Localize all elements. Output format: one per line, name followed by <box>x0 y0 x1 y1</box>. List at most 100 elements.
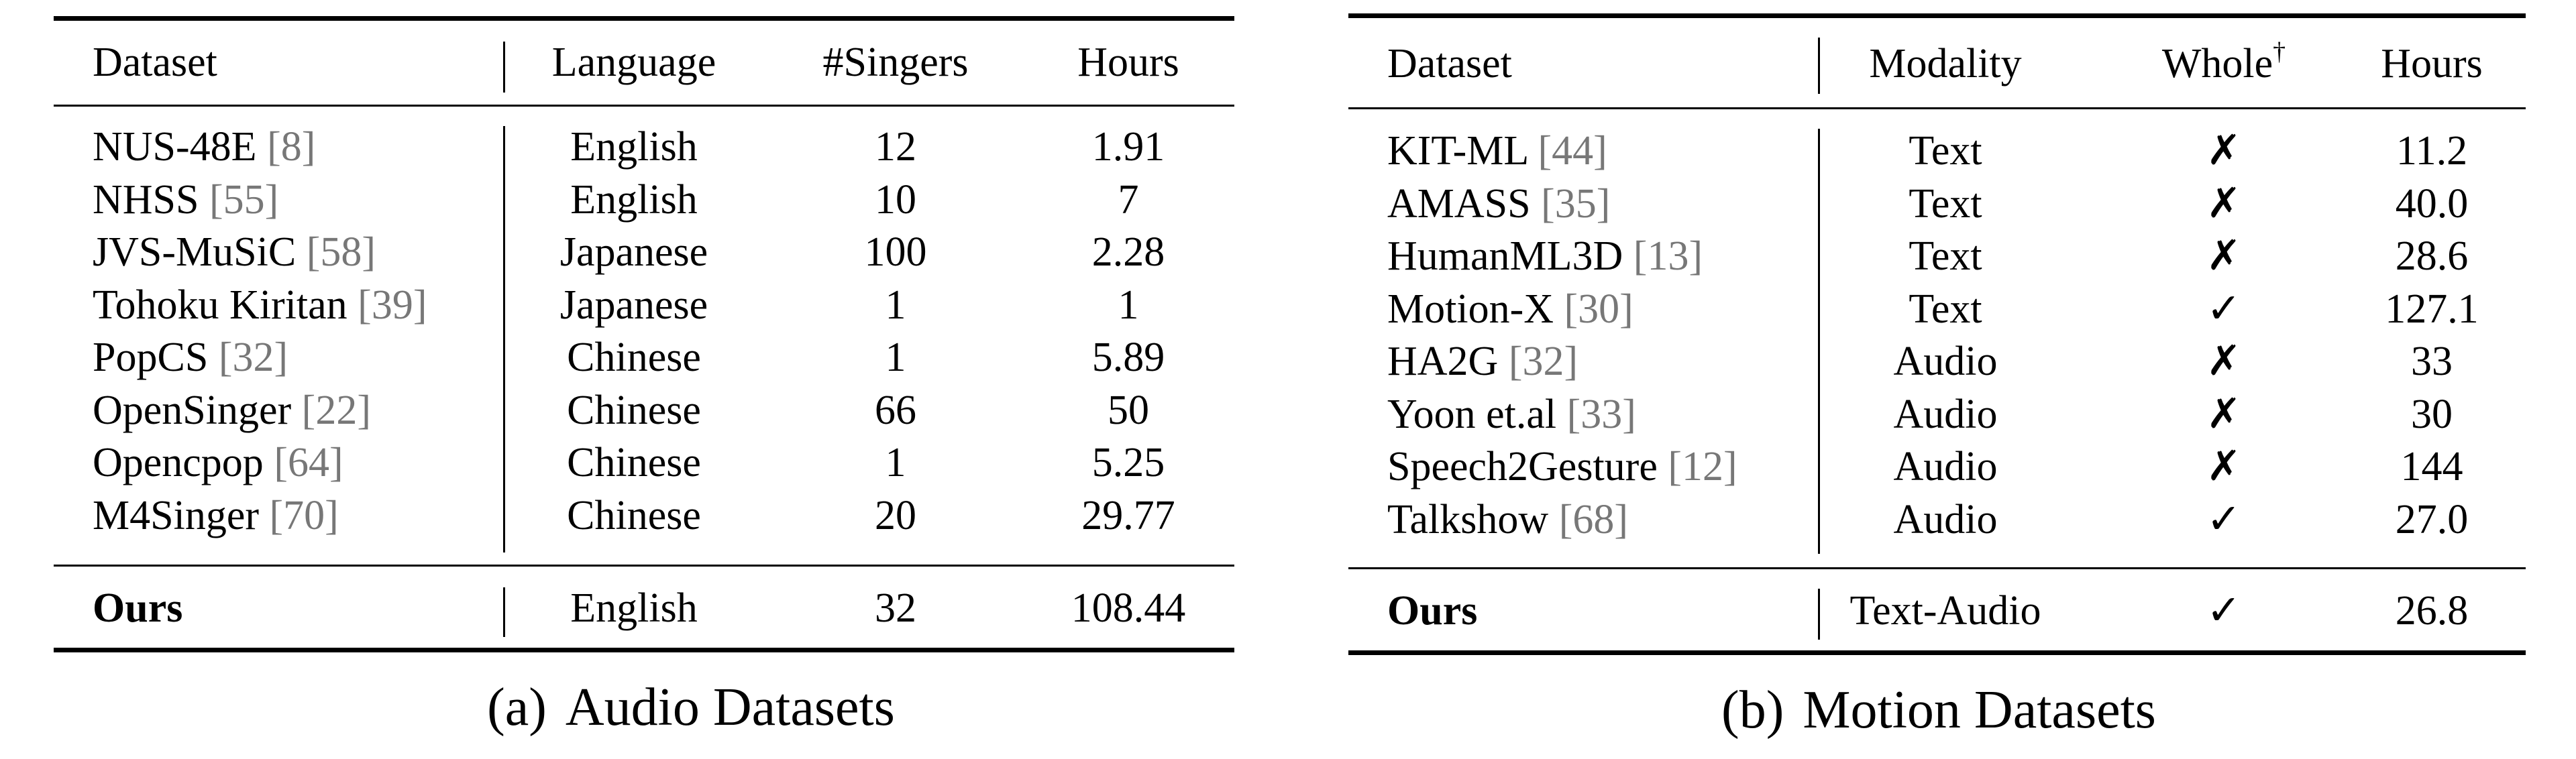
ours-hours: 108.44 <box>1071 585 1186 631</box>
hours-cell: 1.91 <box>1091 124 1165 170</box>
header-dataset: Dataset <box>93 40 217 85</box>
citation-ref: [58] <box>306 229 376 275</box>
header-rule <box>1348 107 2526 109</box>
modality-cell: Audio <box>1893 496 1998 542</box>
hours-cell: 50 <box>1108 387 1149 433</box>
caption-text: Motion Datasets <box>1803 681 2156 740</box>
ours-singers: 32 <box>875 585 916 631</box>
citation-ref: [70] <box>269 492 339 538</box>
singers-cell: 100 <box>864 229 927 275</box>
hours-cell: 2.28 <box>1091 229 1165 275</box>
dataset-label: NHSS <box>93 176 199 223</box>
dataset-label: Yoon et.al <box>1387 391 1557 437</box>
singers-cell: 20 <box>875 492 916 538</box>
dagger-mark: † <box>2273 38 2286 66</box>
dataset-name: NHSS [55] <box>93 176 278 223</box>
singers-cell: 1 <box>885 440 906 485</box>
header-whole: Whole† <box>2162 38 2286 87</box>
dataset-name: M4Singer [70] <box>93 492 339 539</box>
ours-modality: Text-Audio <box>1849 588 2041 634</box>
dataset-name: KIT-ML [44] <box>1387 127 1607 174</box>
caption-audio: (a) Audio Datasets <box>487 677 895 738</box>
whole-body-cell: ✗ <box>2206 339 2241 384</box>
dataset-label: JVS-MuSiC <box>93 229 297 275</box>
citation-ref: [68] <box>1558 496 1628 542</box>
header-singers: #Singers <box>822 40 969 85</box>
language-cell: Japanese <box>559 282 708 328</box>
hours-cell: 144 <box>2400 444 2463 489</box>
header-rule <box>54 105 1234 107</box>
dataset-label: Speech2Gesture <box>1387 444 1658 489</box>
citation-ref: [30] <box>1564 286 1633 332</box>
column-divider <box>1818 589 1820 640</box>
dataset-name: AMASS [35] <box>1387 180 1610 227</box>
dataset-label: NUS-48E <box>93 124 257 170</box>
top-rule <box>54 16 1234 21</box>
language-cell: Chinese <box>567 492 701 538</box>
dataset-name: HumanML3D [13] <box>1387 233 1703 280</box>
dataset-name: OpenSinger [22] <box>93 387 371 434</box>
citation-ref: [64] <box>274 440 343 485</box>
bottom-rule <box>1348 650 2526 655</box>
dataset-label: HumanML3D <box>1387 233 1623 279</box>
whole-body-cell: ✗ <box>2206 233 2241 279</box>
dataset-label: M4Singer <box>93 492 259 538</box>
whole-body-cell: ✗ <box>2206 128 2241 174</box>
modality-cell: Audio <box>1893 339 1998 384</box>
caption-text: Audio Datasets <box>565 678 895 737</box>
ours-rule <box>54 565 1234 567</box>
citation-ref: [13] <box>1633 233 1703 279</box>
hours-cell: 33 <box>2411 339 2453 384</box>
hours-cell: 5.25 <box>1091 440 1165 485</box>
language-cell: Chinese <box>567 387 701 433</box>
whole-body-cell: ✗ <box>2206 391 2241 437</box>
citation-ref: [39] <box>358 282 427 328</box>
hours-cell: 5.89 <box>1091 335 1165 380</box>
hours-cell: 30 <box>2411 391 2453 437</box>
column-divider <box>1818 38 1820 94</box>
singers-cell: 66 <box>875 387 916 433</box>
dataset-label: Motion-X <box>1387 286 1554 332</box>
column-divider <box>1818 129 1820 554</box>
dataset-label: PopCS <box>93 335 209 380</box>
hours-cell: 127.1 <box>2385 286 2479 332</box>
dataset-label: Opencpop <box>93 440 264 485</box>
dataset-name: Speech2Gesture [12] <box>1387 443 1737 490</box>
singers-cell: 12 <box>875 124 916 170</box>
caption-motion: (b) Motion Datasets <box>1721 680 2156 740</box>
language-cell: Japanese <box>559 229 708 275</box>
whole-body-cell: ✗ <box>2206 444 2241 489</box>
ours-language: English <box>570 585 698 631</box>
citation-ref: [32] <box>218 335 288 380</box>
caption-tag: (b) <box>1721 681 1784 740</box>
hours-cell: 40.0 <box>2395 180 2469 227</box>
dataset-label: Tohoku Kiritan <box>93 282 347 328</box>
singers-cell: 1 <box>885 282 906 328</box>
hours-cell: 11.2 <box>2396 128 2468 174</box>
modality-cell: Text <box>1909 286 1982 332</box>
language-cell: English <box>570 124 698 170</box>
modality-cell: Text <box>1909 233 1982 279</box>
dataset-name: Tohoku Kiritan [39] <box>93 282 427 329</box>
singers-cell: 1 <box>885 335 906 380</box>
column-divider <box>503 126 505 552</box>
citation-ref: [44] <box>1538 128 1607 174</box>
hours-cell: 28.6 <box>2395 233 2469 279</box>
dataset-name: Opencpop [64] <box>93 439 343 486</box>
modality-cell: Audio <box>1893 444 1998 489</box>
modality-cell: Text <box>1909 128 1982 174</box>
singers-cell: 10 <box>875 176 916 223</box>
dataset-label: Talkshow <box>1387 496 1549 542</box>
citation-ref: [32] <box>1508 339 1578 384</box>
dataset-label: OpenSinger <box>93 387 292 433</box>
ours-name: Ours <box>1387 588 1478 634</box>
header-modality: Modality <box>1869 41 2022 86</box>
whole-body-cell: ✓ <box>2206 496 2241 542</box>
header-language: Language <box>551 40 716 85</box>
whole-body-cell: ✗ <box>2206 180 2241 227</box>
bottom-rule <box>54 648 1234 652</box>
column-divider <box>503 587 505 637</box>
citation-ref: [12] <box>1668 444 1737 489</box>
citation-ref: [35] <box>1541 180 1611 227</box>
hours-cell: 7 <box>1118 176 1139 223</box>
